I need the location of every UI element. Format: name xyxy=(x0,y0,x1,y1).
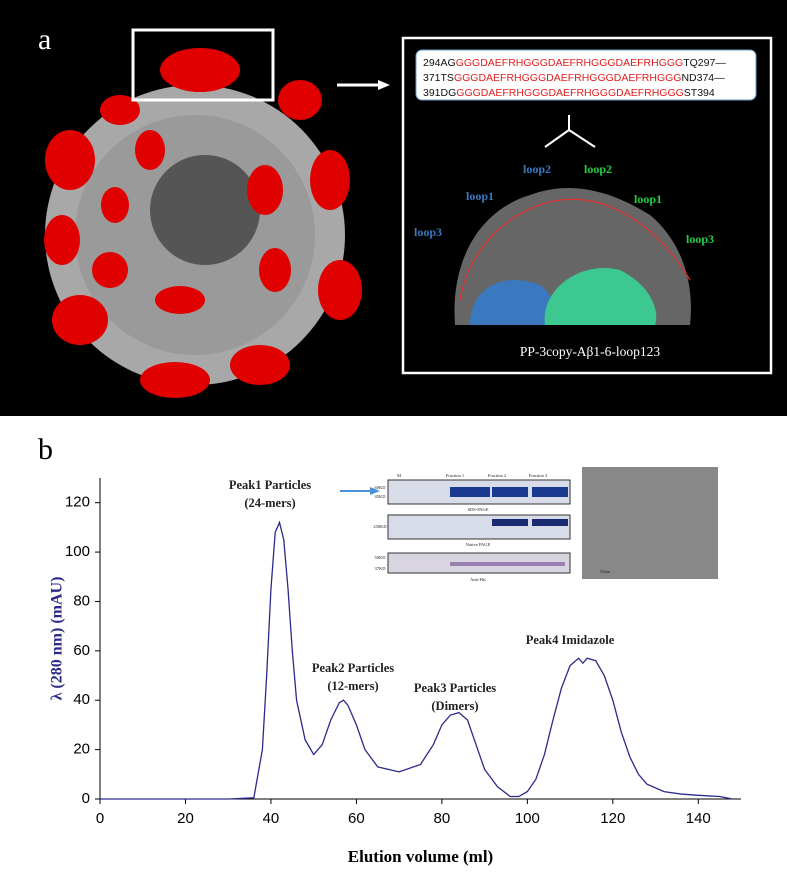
annotation: Peak3 Particles xyxy=(414,681,496,695)
gel-label: Fraction 1 xyxy=(446,473,464,478)
zoom-box xyxy=(401,36,773,375)
sequence-part: TQ297— xyxy=(683,57,726,69)
panel-label: a xyxy=(38,23,51,56)
structure xyxy=(454,187,691,325)
x-tick-label: 80 xyxy=(434,810,451,827)
y-tick-label: 40 xyxy=(73,691,90,708)
gel-label: 45KD xyxy=(375,494,387,499)
sequence-part: 294AG xyxy=(423,57,456,69)
annotation: Peak1 Particles xyxy=(229,478,311,492)
x-tick-label: 140 xyxy=(686,810,711,827)
x-axis-label: Elution volume (ml) xyxy=(348,847,493,866)
sequence-part: ST394 xyxy=(684,87,715,99)
line xyxy=(100,520,733,800)
gel-label: 60KD xyxy=(375,485,387,490)
annotation-arrow-head xyxy=(370,487,380,495)
annotation: Peak4 Imidazole xyxy=(526,633,615,647)
y-tick-label: 120 xyxy=(65,494,90,511)
sequence-part: ND374— xyxy=(681,72,725,84)
scale-label: 50nm xyxy=(600,569,611,574)
gels xyxy=(387,467,718,579)
x-tick-label: 20 xyxy=(177,810,194,827)
loop-label: loop2 xyxy=(523,162,551,176)
x-tick-label: 100 xyxy=(515,810,540,827)
gel-label: 250KD xyxy=(373,524,387,529)
y-tick-label: 100 xyxy=(65,543,90,560)
y-axis-label: λ (280 nm) (mAU) xyxy=(49,577,66,701)
gel-label: Fraction 2 xyxy=(488,473,506,478)
loop-label: loop1 xyxy=(634,192,662,206)
sequence: 391DGGGGDAEFRHGGGDAEFRHGGGDAEFRHGGGST394 xyxy=(423,87,715,99)
loop-label: loop3 xyxy=(686,232,714,246)
loop-label: loop2 xyxy=(584,162,612,176)
gel-label: SDS-PAGE xyxy=(467,507,488,512)
gel-label: Anti-His xyxy=(470,577,486,582)
sequence-part: GGGDAEFRHGGGDAEFRHGGGDAEFRHGGG xyxy=(454,72,682,84)
branch xyxy=(544,115,596,148)
y-tick-label: 60 xyxy=(73,642,90,659)
sequence: 294AGGGGDAEFRHGGGDAEFRHGGGDAEFRHGGGTQ297… xyxy=(423,57,726,69)
annotation: (Dimers) xyxy=(431,699,478,713)
y-tick-label: 80 xyxy=(73,592,90,609)
annotation: (12-mers) xyxy=(327,679,378,693)
x-tick-label: 120 xyxy=(600,810,625,827)
gel-label: Native PAGE xyxy=(466,542,491,547)
caption: PP-3copy-Aβ1-6-loop123 xyxy=(520,344,661,359)
sequence-box xyxy=(415,49,757,101)
sequence-part: 391DG xyxy=(423,87,456,99)
loop-label: loop3 xyxy=(414,225,442,239)
sequence-part: GGGDAEFRHGGGDAEFRHGGGDAEFRHGGG xyxy=(456,87,684,99)
gel-label: M xyxy=(397,473,401,478)
zoom-frame xyxy=(131,28,275,102)
arrow-head xyxy=(378,80,390,90)
annotation: Peak2 Particles xyxy=(312,661,394,675)
y-tick-label: 20 xyxy=(73,741,90,758)
capsid xyxy=(44,48,362,398)
annotation: (24-mers) xyxy=(244,496,295,510)
y-tick-label: 0 xyxy=(82,790,90,807)
sequence: 371TSGGGDAEFRHGGGDAEFRHGGGDAEFRHGGGND374… xyxy=(423,72,725,84)
gel-label: Fraction 3 xyxy=(529,473,548,478)
x-tick-label: 60 xyxy=(348,810,365,827)
sequence-part: GGGDAEFRHGGGDAEFRHGGGDAEFRHGGG xyxy=(456,57,684,69)
x-tick-label: 40 xyxy=(263,810,280,827)
gel-label: 37KD xyxy=(375,566,387,571)
x-tick-label: 0 xyxy=(96,810,104,827)
sequence-part: 371TS xyxy=(423,72,454,84)
gel-label: 50KD xyxy=(375,555,387,560)
loop-label: loop1 xyxy=(466,189,494,203)
panel-label: b xyxy=(38,433,53,466)
